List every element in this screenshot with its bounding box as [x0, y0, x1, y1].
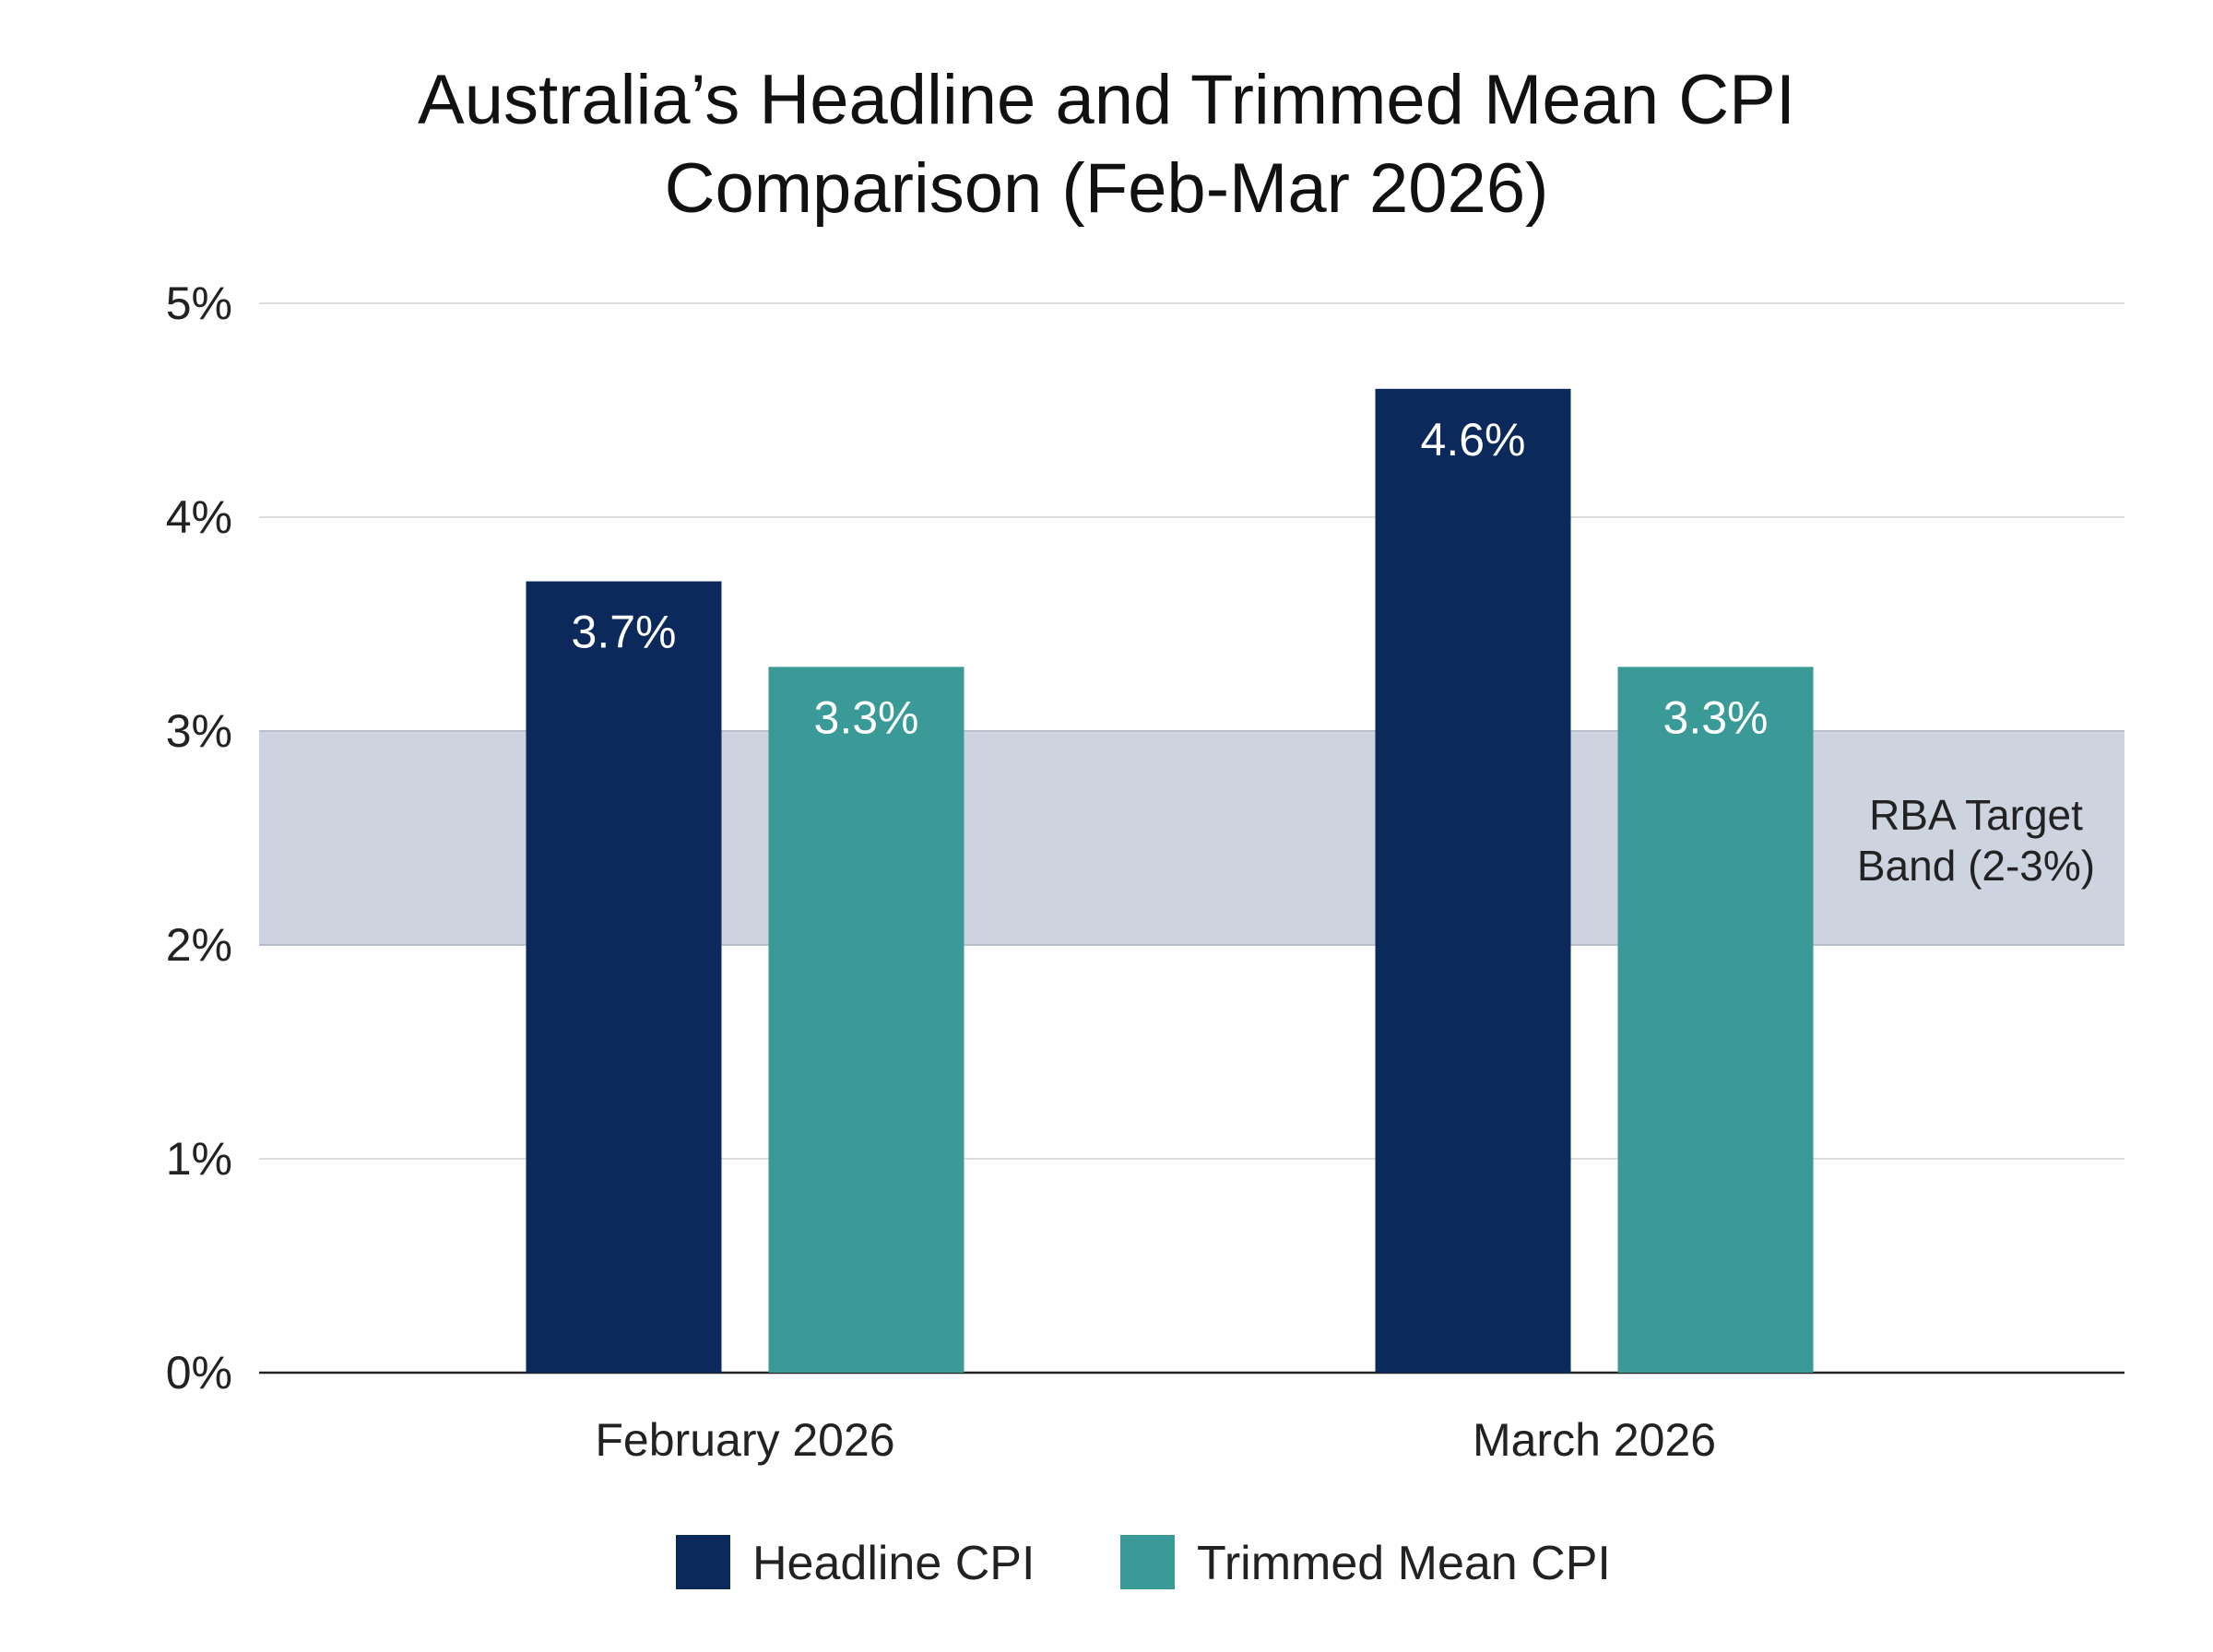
- band-label-line-1: RBA Target: [1869, 791, 2083, 839]
- y-tick-label: 3%: [166, 705, 232, 757]
- legend-swatch: [676, 1535, 730, 1589]
- x-category-label: February 2026: [595, 1414, 894, 1466]
- y-tick-label: 4%: [166, 491, 232, 543]
- data-label: 4.6%: [1421, 414, 1526, 466]
- x-category-label: March 2026: [1473, 1414, 1716, 1466]
- bar-trimmed-mean-cpi: [768, 667, 964, 1373]
- bar-headline-cpi: [1375, 388, 1571, 1373]
- y-tick-label: 5%: [166, 277, 232, 329]
- chart-title-line-1: Australia’s Headline and Trimmed Mean CP…: [418, 61, 1795, 139]
- chart-title-line-2: Comparison (Feb-Mar 2026): [665, 149, 1549, 228]
- y-tick-label: 1%: [166, 1133, 232, 1185]
- data-label: 3.7%: [572, 607, 677, 658]
- bar-trimmed-mean-cpi: [1617, 667, 1814, 1373]
- bar-headline-cpi: [526, 581, 722, 1373]
- legend: Headline CPI Trimmed Mean CPI: [676, 1535, 1611, 1590]
- legend-label: Trimmed Mean CPI: [1197, 1537, 1611, 1590]
- data-label: 3.3%: [1663, 691, 1769, 743]
- legend-swatch: [1120, 1535, 1175, 1589]
- y-tick-label: 0%: [166, 1347, 232, 1398]
- legend-label: Headline CPI: [752, 1537, 1035, 1590]
- plot-area: 0% 1% 2% 3% 4% 5% February 2026 3.7% 3.3% March 2…: [166, 277, 2124, 1466]
- y-tick-label: 2%: [166, 919, 232, 971]
- band-label-line-2: Band (2-3%): [1857, 842, 2095, 890]
- data-label: 3.3%: [814, 691, 919, 743]
